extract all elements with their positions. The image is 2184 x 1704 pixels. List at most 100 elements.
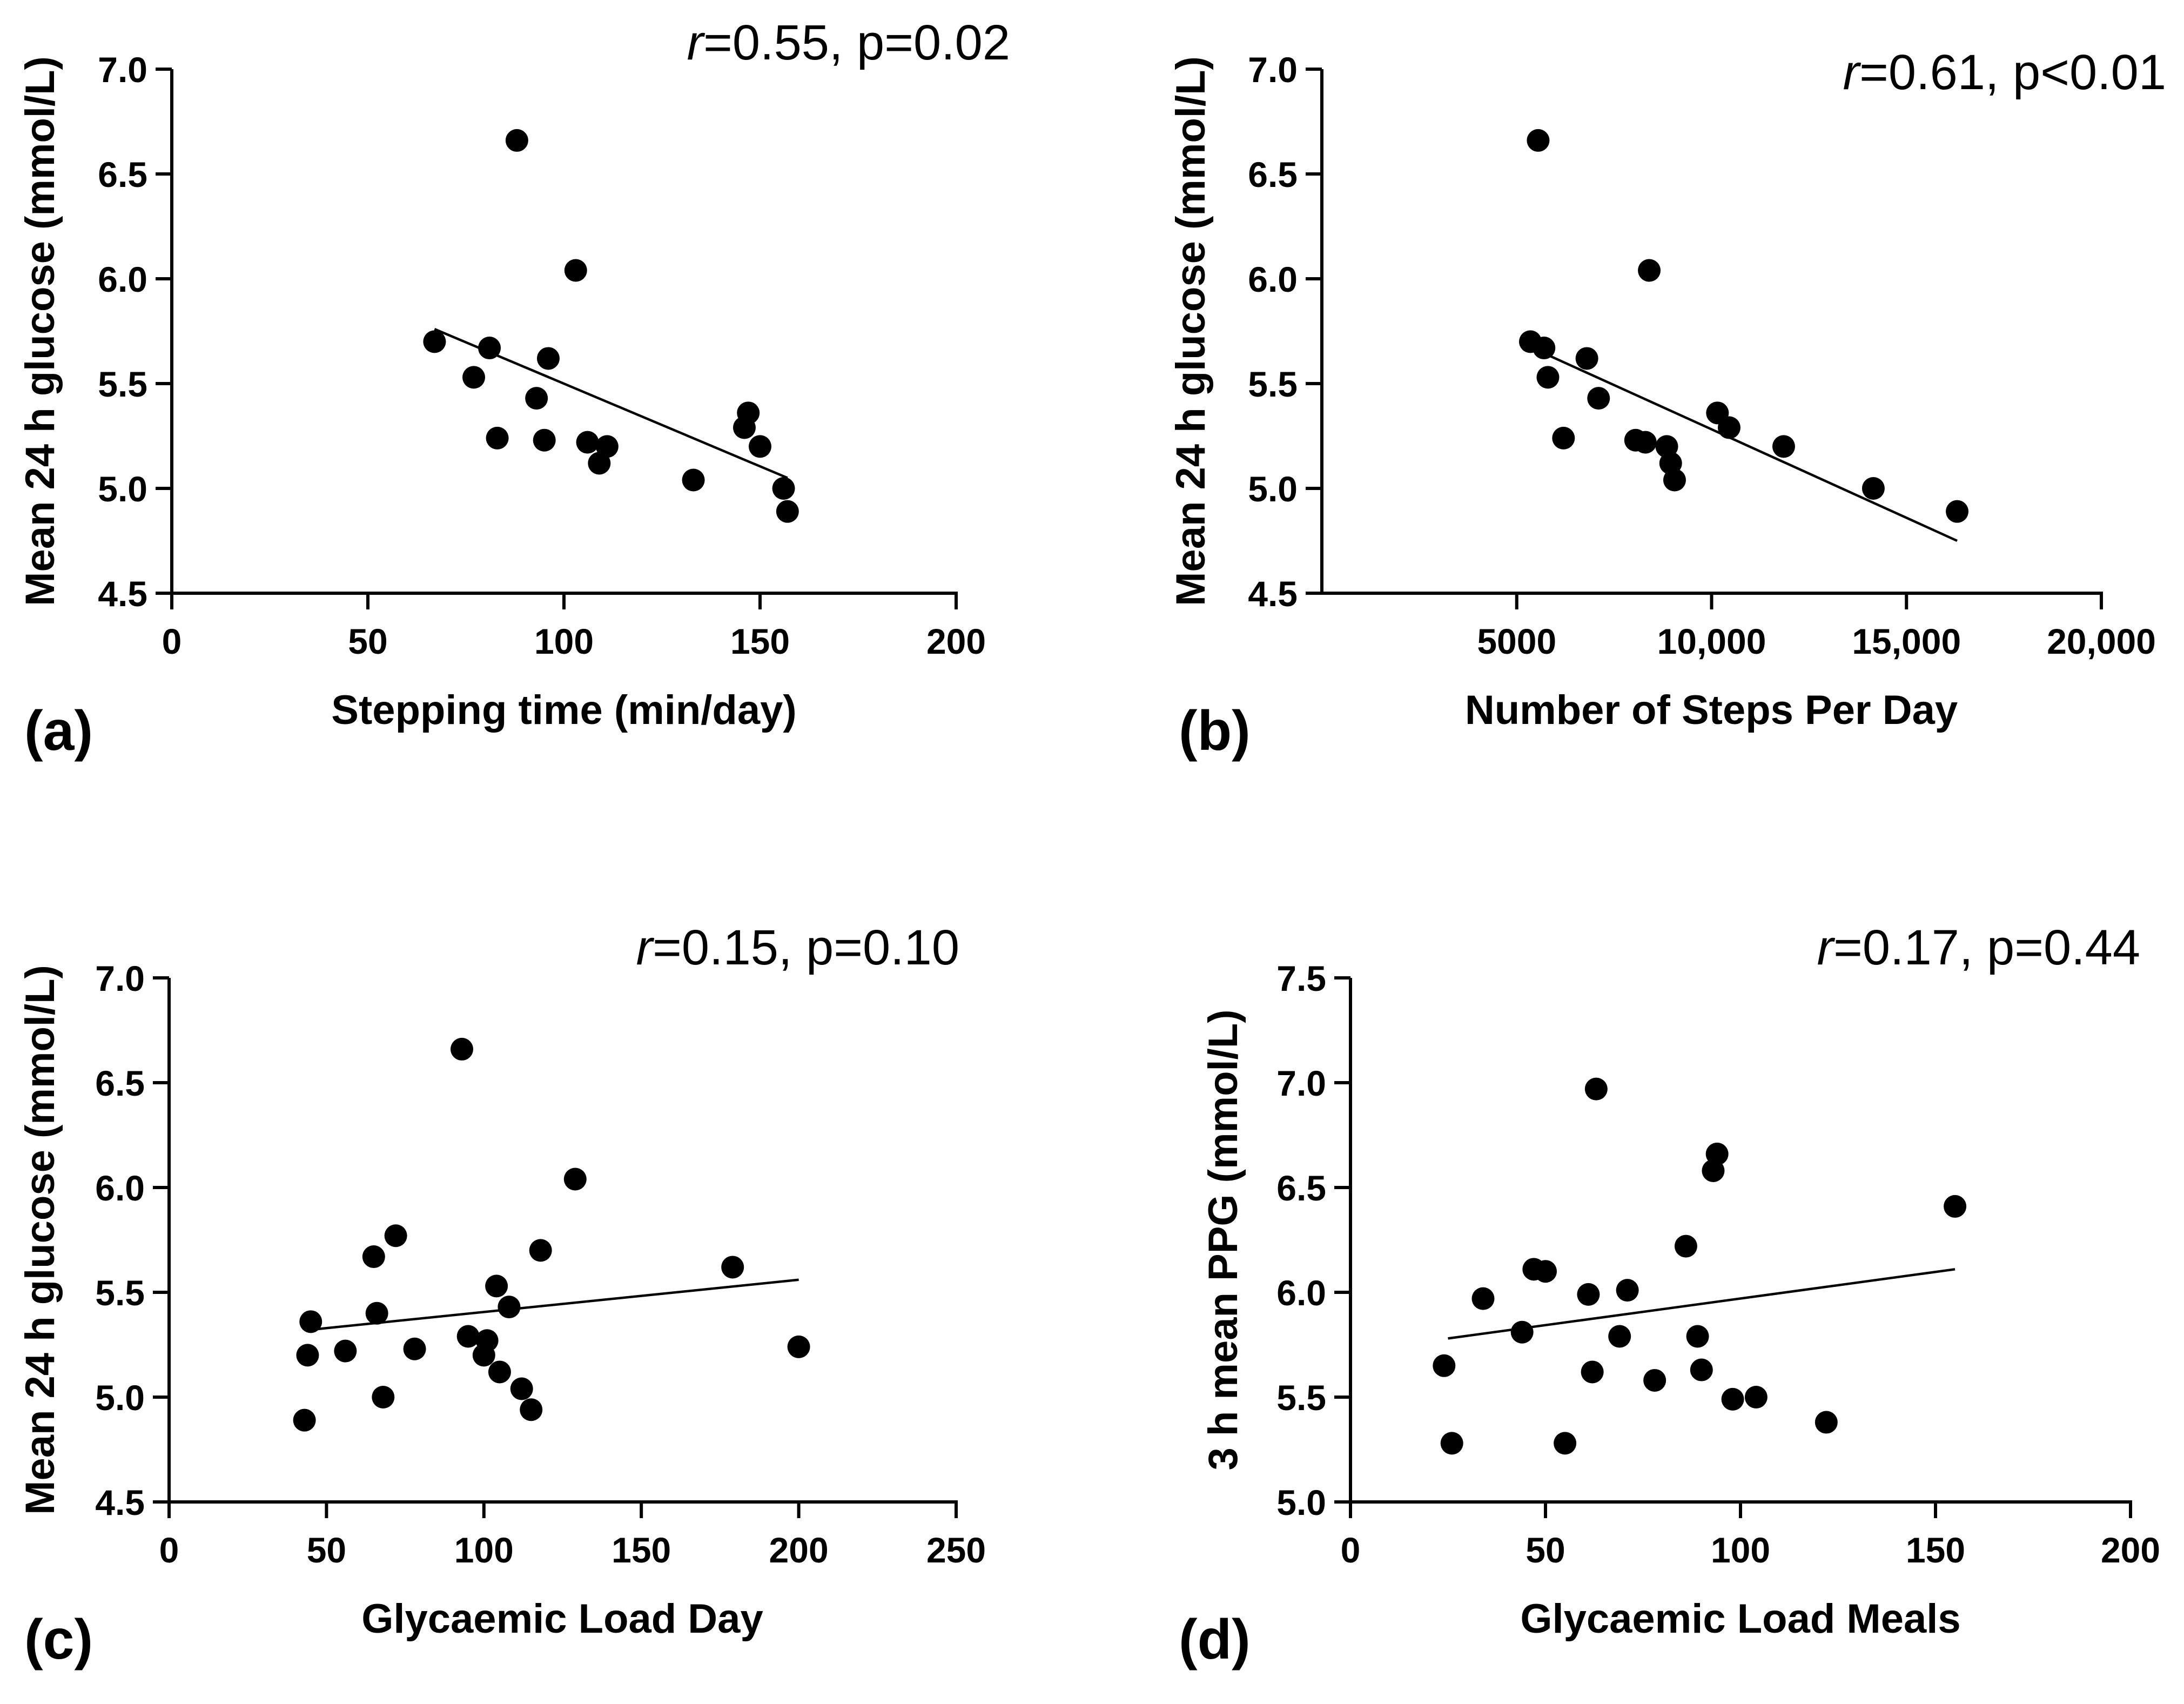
y-axis-title: 3 h mean PPG (mmol/L) xyxy=(1200,1009,1246,1470)
data-point xyxy=(456,1325,480,1348)
data-point xyxy=(1584,1077,1608,1101)
x-tick-label: 200 xyxy=(2101,1530,2160,1570)
panel-a: 4.5 5.0 5.5 6.0 6.5 7.0 0 50 100 150 200 r=0.55, p=… xyxy=(17,15,1010,762)
x-tick-label: 50 xyxy=(1526,1530,1565,1570)
y-tick-label: 4.5 xyxy=(95,1482,145,1522)
data-point xyxy=(1440,1432,1463,1455)
data-point xyxy=(563,1168,587,1191)
data-point xyxy=(1690,1358,1713,1381)
data-point xyxy=(362,1245,385,1269)
y-tick-label: 5.5 xyxy=(1248,364,1298,404)
data-point xyxy=(475,1329,499,1352)
data-point xyxy=(296,1344,319,1367)
data-point xyxy=(1638,259,1661,282)
r-symbol: r xyxy=(687,15,705,70)
panel-label: (c) xyxy=(24,1608,93,1671)
stat-values: =0.17, p=0.44 xyxy=(1833,920,2140,975)
x-tick-label: 250 xyxy=(926,1530,986,1570)
stat-values: =0.61, p<0.01 xyxy=(1859,45,2166,100)
x-tick-label: 100 xyxy=(454,1530,514,1570)
data-point xyxy=(372,1386,395,1408)
y-tick-label: 6.0 xyxy=(1276,1273,1326,1313)
correlation-annotation: r=0.15, p=0.10 xyxy=(636,920,960,975)
y-tick-label: 5.0 xyxy=(1248,469,1298,509)
data-point xyxy=(520,1398,543,1421)
panel-d: 5.0 5.5 6.0 6.5 7.0 7.5 0 50 100 150 200 r=0.17, p=… xyxy=(1179,920,2160,1671)
y-tick-label: 5.0 xyxy=(98,469,147,509)
data-point xyxy=(462,366,486,389)
y-tick-label: 5.5 xyxy=(95,1273,145,1313)
y-axis-title: Mean 24 h glucose (mmol/L) xyxy=(1168,56,1214,606)
data-point xyxy=(1663,468,1686,492)
data-point xyxy=(334,1339,357,1363)
data-point xyxy=(1587,387,1610,410)
data-point xyxy=(536,347,560,370)
data-point xyxy=(293,1408,316,1432)
y-tick-label: 4.5 xyxy=(1248,574,1298,614)
data-point xyxy=(423,330,446,353)
data-point xyxy=(1534,1260,1557,1283)
data-point xyxy=(1533,337,1556,360)
data-point xyxy=(1744,1386,1768,1408)
x-tick-label: 100 xyxy=(1711,1530,1770,1570)
regression-line xyxy=(307,1278,799,1332)
data-point xyxy=(721,1256,744,1279)
correlation-annotation: r=0.17, p=0.44 xyxy=(1817,920,2141,975)
data-point xyxy=(1862,477,1885,500)
panel-label: (d) xyxy=(1179,1608,1251,1671)
data-point xyxy=(1536,366,1560,389)
data-point xyxy=(1721,1387,1744,1411)
data-point xyxy=(1944,1195,1967,1218)
data-point xyxy=(510,1377,533,1400)
x-tick-label: 100 xyxy=(534,621,594,661)
y-tick-label: 6.5 xyxy=(98,155,147,194)
y-tick-label: 5.5 xyxy=(98,364,147,404)
data-point xyxy=(505,129,528,152)
data-point xyxy=(529,1239,552,1262)
data-point xyxy=(533,428,556,452)
data-point xyxy=(1554,1432,1577,1455)
stat-values: =0.15, p=0.10 xyxy=(653,920,959,975)
data-point xyxy=(772,477,795,500)
stat-values: =0.55, p=0.02 xyxy=(703,15,1010,70)
x-axis-title: Stepping time (min/day) xyxy=(331,687,796,733)
data-point xyxy=(384,1224,407,1247)
y-tick-label: 7.5 xyxy=(1276,958,1326,998)
data-point xyxy=(299,1310,322,1333)
y-axis-title: Mean 24 h glucose (mmol/L) xyxy=(17,965,63,1515)
x-tick-label: 50 xyxy=(307,1530,346,1570)
r-symbol: r xyxy=(636,920,655,975)
data-point xyxy=(1433,1354,1456,1377)
data-point xyxy=(1527,129,1550,152)
data-point xyxy=(749,435,771,458)
x-tick-label: 50 xyxy=(348,621,387,661)
x-axis-title: Glycaemic Load Day xyxy=(361,1596,763,1642)
y-tick-label: 5.5 xyxy=(1276,1378,1326,1418)
data-point xyxy=(1471,1287,1495,1310)
x-tick-label: 20,000 xyxy=(2047,621,2156,661)
data-point xyxy=(365,1302,388,1325)
y-tick-label: 7.0 xyxy=(1276,1063,1326,1103)
y-tick-label: 6.0 xyxy=(95,1168,145,1208)
x-tick-label: 0 xyxy=(159,1530,179,1570)
data-point xyxy=(1634,431,1657,454)
y-axis-title: Mean 24 h glucose (mmol/L) xyxy=(17,56,63,606)
data-point xyxy=(478,337,501,360)
x-axis-title: Number of Steps Per Day xyxy=(1465,687,1958,733)
x-tick-label: 150 xyxy=(611,1530,671,1570)
data-point xyxy=(1643,1368,1666,1392)
y-tick-label: 6.0 xyxy=(1248,259,1298,299)
data-point xyxy=(564,259,587,282)
panel-label: (a) xyxy=(24,700,93,762)
data-point xyxy=(576,431,599,454)
data-point xyxy=(737,401,760,425)
data-point xyxy=(1686,1325,1709,1348)
x-tick-label: 200 xyxy=(769,1530,829,1570)
x-tick-label: 150 xyxy=(730,621,790,661)
y-tick-label: 6.5 xyxy=(1276,1168,1326,1208)
data-point xyxy=(1815,1411,1838,1434)
data-point xyxy=(787,1335,810,1358)
y-tick-label: 6.0 xyxy=(98,259,147,299)
data-point xyxy=(595,435,619,458)
y-tick-label: 4.5 xyxy=(98,574,147,614)
